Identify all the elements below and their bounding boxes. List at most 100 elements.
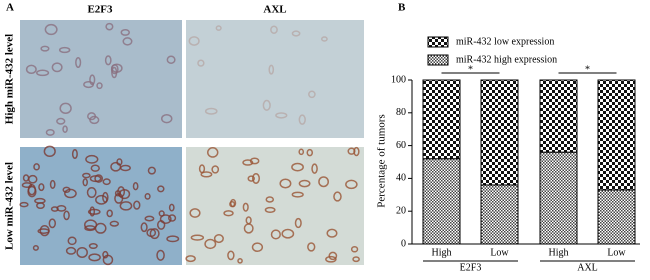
cell (243, 223, 254, 234)
cell (132, 181, 139, 191)
cell (133, 200, 141, 210)
cell (270, 229, 281, 240)
cell (51, 62, 63, 73)
x-tick-label: High (432, 247, 452, 258)
cell (109, 220, 120, 227)
bar (480, 184, 519, 245)
cell (89, 74, 96, 86)
bar (597, 189, 636, 245)
bar (539, 151, 578, 245)
row-label: High miR-432 level (4, 34, 16, 124)
cell (147, 166, 156, 175)
cell (268, 64, 275, 75)
cell (275, 112, 288, 119)
cell (242, 159, 254, 166)
row-label: Low miR-432 level (4, 162, 16, 250)
cell (102, 250, 109, 259)
y-tick-label: 100 (391, 74, 406, 85)
cell (110, 161, 122, 172)
bar (480, 79, 519, 186)
cell (227, 250, 235, 261)
cell (36, 69, 50, 77)
cell (114, 193, 124, 204)
cell (144, 215, 155, 222)
cell (82, 172, 91, 179)
x-tick-label: Low (607, 247, 626, 258)
cell (56, 205, 67, 212)
cell (242, 202, 249, 212)
cell (85, 154, 99, 164)
panel-label: A (6, 2, 14, 14)
cell (160, 113, 173, 124)
y-tick-label: 60 (396, 140, 406, 151)
cell (89, 206, 96, 217)
cell (166, 55, 176, 64)
cell (247, 175, 255, 182)
cell (204, 107, 218, 115)
cell (281, 228, 295, 239)
bar (597, 79, 636, 191)
cell (90, 164, 100, 172)
y-tick-label: 0 (401, 238, 406, 249)
cell (156, 249, 165, 261)
cell (89, 115, 100, 125)
significance-mark: * (468, 64, 473, 75)
cell (265, 196, 275, 203)
cell (59, 102, 72, 114)
cell (306, 148, 314, 157)
cell (117, 186, 126, 198)
cell (190, 234, 205, 241)
cell (326, 228, 338, 238)
cell (188, 36, 200, 46)
y-tick-label: 20 (396, 205, 406, 216)
legend-swatch (427, 54, 449, 66)
cell (189, 208, 201, 218)
cell (298, 179, 311, 188)
cell (333, 191, 342, 202)
cell (223, 210, 234, 217)
cell (213, 234, 224, 244)
cell (88, 253, 101, 262)
cell (215, 25, 222, 31)
cell (88, 243, 98, 250)
cell (63, 210, 70, 221)
micrographs (19, 20, 364, 266)
cell (262, 99, 271, 111)
cell (32, 244, 39, 251)
cell (102, 178, 111, 186)
group-label: E2F3 (460, 262, 482, 273)
cell (156, 219, 166, 230)
cell (95, 194, 108, 205)
cell (229, 200, 236, 208)
cell (94, 174, 104, 183)
cell (159, 214, 172, 224)
y-tick-label: 80 (396, 107, 406, 118)
cell (270, 25, 278, 34)
micrograph (20, 147, 182, 265)
cell (56, 117, 66, 125)
cell (291, 162, 304, 172)
cell (157, 185, 165, 193)
cell (48, 218, 57, 229)
panel-label: B (398, 2, 406, 14)
cell (325, 255, 337, 263)
legend-swatch (427, 36, 449, 48)
cell (58, 46, 71, 54)
cell (122, 37, 133, 46)
cell (96, 82, 103, 90)
cell (294, 217, 302, 229)
cell (328, 251, 338, 261)
cell (279, 178, 292, 189)
x-tick-label: Low (490, 247, 509, 258)
cell (211, 165, 220, 174)
micrograph (20, 20, 182, 138)
cell (43, 145, 56, 158)
cell (140, 222, 148, 233)
cell (67, 236, 77, 246)
cell (49, 179, 56, 189)
cell (84, 219, 98, 231)
cell (82, 178, 88, 187)
cell (318, 176, 329, 188)
cell (353, 146, 360, 157)
bar (539, 79, 578, 153)
